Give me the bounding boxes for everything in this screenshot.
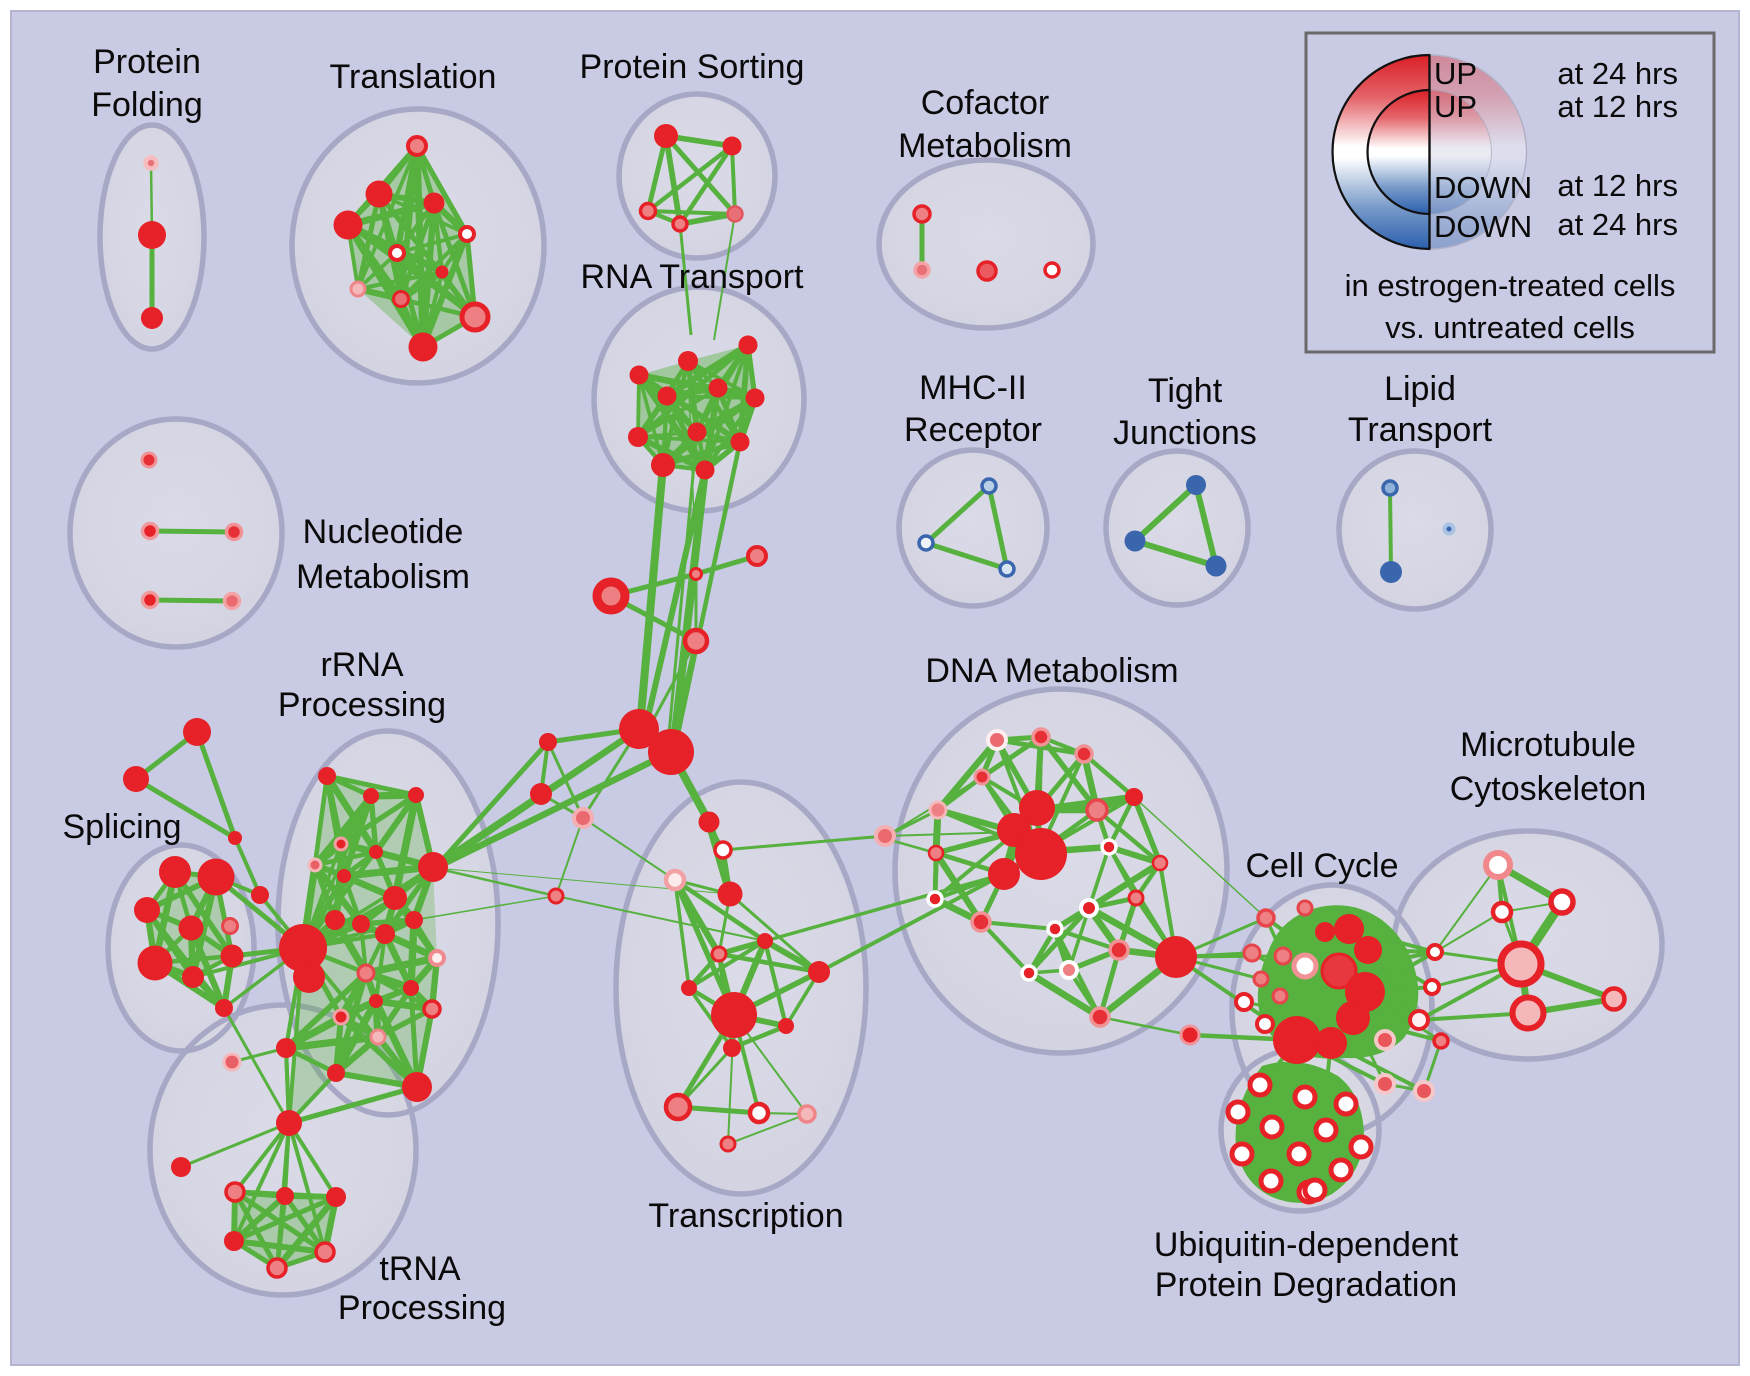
svg-text:Transport: Transport	[1348, 411, 1493, 449]
svg-text:DOWN: DOWN	[1434, 170, 1532, 205]
svg-text:UP: UP	[1434, 56, 1477, 91]
svg-text:Protein Sorting: Protein Sorting	[580, 48, 805, 86]
svg-text:Nucleotide: Nucleotide	[303, 513, 464, 551]
svg-text:MHC-II: MHC-II	[919, 369, 1027, 407]
svg-text:Tight: Tight	[1148, 372, 1223, 410]
svg-text:UP: UP	[1434, 89, 1477, 124]
svg-text:Ubiquitin-dependent: Ubiquitin-dependent	[1154, 1226, 1459, 1264]
svg-text:at 12 hrs: at 12 hrs	[1557, 89, 1678, 124]
svg-text:tRNA: tRNA	[379, 1250, 461, 1288]
svg-text:Protein: Protein	[93, 43, 201, 81]
svg-text:Cytoskeleton: Cytoskeleton	[1450, 770, 1647, 808]
svg-text:Cell Cycle: Cell Cycle	[1245, 847, 1398, 885]
svg-text:in estrogen-treated cells: in estrogen-treated cells	[1345, 268, 1676, 303]
svg-text:at 24 hrs: at 24 hrs	[1557, 56, 1678, 91]
svg-text:Metabolism: Metabolism	[898, 127, 1072, 165]
svg-text:Microtubule: Microtubule	[1460, 726, 1636, 764]
svg-text:at 12 hrs: at 12 hrs	[1557, 168, 1678, 203]
svg-text:rRNA: rRNA	[320, 646, 403, 684]
svg-text:Folding: Folding	[91, 86, 203, 124]
svg-text:RNA Transport: RNA Transport	[581, 258, 805, 296]
svg-text:Cofactor: Cofactor	[921, 84, 1050, 122]
svg-text:Translation: Translation	[330, 58, 497, 96]
svg-text:Metabolism: Metabolism	[296, 558, 470, 596]
svg-text:vs. untreated cells: vs. untreated cells	[1385, 310, 1635, 345]
svg-text:Lipid: Lipid	[1384, 370, 1456, 408]
svg-text:DOWN: DOWN	[1434, 209, 1532, 244]
svg-text:Processing: Processing	[278, 686, 446, 724]
svg-text:Protein Degradation: Protein Degradation	[1155, 1266, 1457, 1304]
svg-text:Processing: Processing	[338, 1289, 506, 1327]
svg-text:Transcription: Transcription	[648, 1197, 843, 1235]
svg-text:Splicing: Splicing	[62, 808, 181, 846]
svg-text:DNA Metabolism: DNA Metabolism	[925, 652, 1178, 690]
svg-text:Junctions: Junctions	[1113, 414, 1257, 452]
svg-text:at 24 hrs: at 24 hrs	[1557, 207, 1678, 242]
svg-text:Receptor: Receptor	[904, 411, 1042, 449]
